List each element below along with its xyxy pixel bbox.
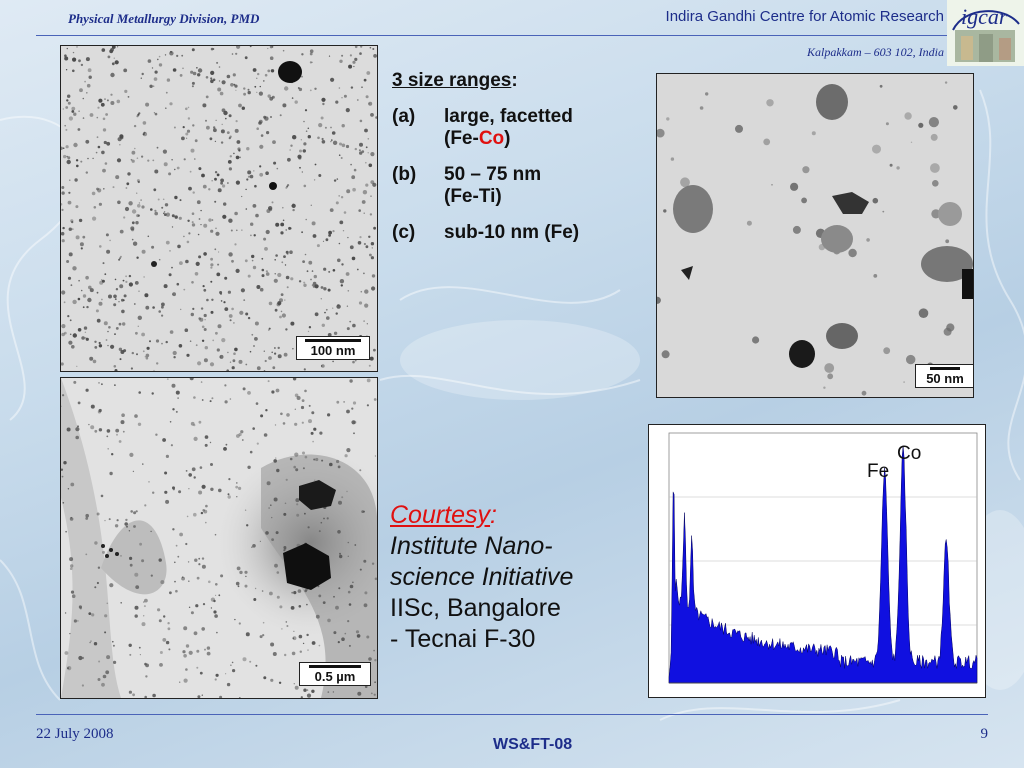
- slide-number: 9: [980, 726, 989, 742]
- size-ranges-list: 3 size ranges: (a) large, facetted (Fe-C…: [392, 70, 652, 244]
- micrograph-top-right: 50 nm: [656, 73, 974, 398]
- footer-event: WS&FT-08: [493, 736, 573, 753]
- scale-label: 0.5 µm: [314, 669, 356, 684]
- scale-label: 100 nm: [310, 343, 356, 358]
- division-title: Physical Metallurgy Division, PMD: [68, 11, 260, 26]
- footer-date: 22 July 2008: [36, 726, 114, 742]
- item-text: large, facetted: [444, 106, 573, 127]
- micrograph-bottom-left: 0.5 µm: [60, 377, 378, 699]
- igcar-logo: igcar: [947, 0, 1024, 66]
- micrograph-top-left: 100 nm: [60, 45, 378, 372]
- item-label: (b): [392, 164, 417, 185]
- footer-divider: [36, 714, 988, 715]
- list-item-a: (a) large, facetted (Fe-Co): [392, 106, 652, 150]
- courtesy-line: - Tecnai F-30: [390, 625, 536, 653]
- courtesy-line: science Initiative: [390, 563, 574, 591]
- list-item-b: (b) 50 – 75 nm (Fe-Ti): [392, 164, 652, 208]
- peak-label-fe: Fe: [867, 461, 890, 482]
- item-text: sub-10 nm (Fe): [444, 222, 580, 243]
- item-label: (a): [392, 106, 416, 127]
- item-label: (c): [392, 222, 416, 243]
- scale-bar-top-left: 100 nm: [296, 336, 370, 360]
- list-heading: 3 size ranges:: [392, 70, 518, 91]
- svg-text:igcar: igcar: [961, 4, 1008, 29]
- institute-address: Kalpakkam – 603 102, India: [807, 45, 944, 59]
- eds-spectrum: Fe Co: [648, 424, 986, 698]
- peak-label-co: Co: [897, 443, 922, 464]
- scale-bar-bottom-left: 0.5 µm: [299, 662, 371, 686]
- courtesy-line: IISc, Bangalore: [390, 594, 561, 622]
- list-item-c: (c) sub-10 nm (Fe): [392, 222, 652, 244]
- scale-bar-top-right: 50 nm: [915, 364, 973, 388]
- item-subtext: (Fe-Ti): [444, 186, 502, 207]
- header-divider: [36, 35, 988, 36]
- courtesy-title: Courtesy:: [390, 501, 497, 529]
- courtesy-block: Courtesy: Institute Nano- science Initia…: [390, 500, 573, 655]
- item-text: 50 – 75 nm: [444, 164, 542, 185]
- scale-label: 50 nm: [926, 371, 964, 386]
- institute-title: Indira Gandhi Centre for Atomic Research: [665, 8, 944, 25]
- item-subtext: (Fe-Co): [444, 128, 511, 149]
- courtesy-line: Institute Nano-: [390, 532, 553, 560]
